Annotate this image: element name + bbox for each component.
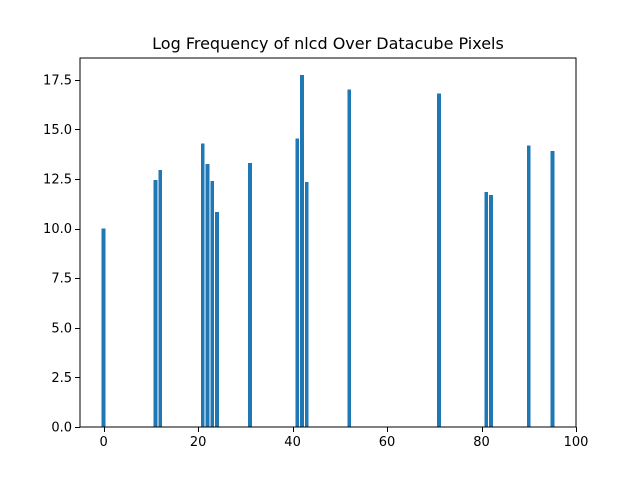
bar-0 [101,228,106,427]
bar-81 [484,191,489,427]
bar-82 [489,194,493,427]
x-tick-label: 20 [190,435,207,450]
bar-41 [295,138,300,427]
y-tick-label: 0.0 [51,421,72,436]
y-tick-label: 5.0 [51,321,72,336]
bar-95 [550,151,555,427]
bar-42 [300,74,304,427]
bars-group [101,74,555,428]
y-tick-label: 2.5 [51,371,72,386]
bar-31 [248,163,252,428]
x-axis-ticks: 0 20 40 60 80 100 [99,427,588,450]
bar-52 [347,89,352,427]
x-tick-label: 60 [379,435,396,450]
bar-24 [215,211,219,427]
bar-23 [210,181,215,427]
bar-90 [526,145,531,427]
y-axis-ticks: 0.0 2.5 5.0 7.5 10.0 12.5 15.0 17.5 [43,73,80,436]
bar-11 [153,180,158,427]
bar-21 [200,143,205,427]
x-tick-label: 40 [284,435,301,450]
y-tick-label: 15.0 [43,123,72,138]
bar-71 [437,93,441,427]
bar-22 [205,164,210,428]
y-tick-label: 10.0 [43,222,72,237]
y-tick-label: 17.5 [43,73,72,88]
y-tick-label: 7.5 [51,272,72,287]
x-tick-label: 100 [564,435,589,450]
bar-43 [304,181,309,427]
y-tick-label: 12.5 [43,173,72,188]
x-tick-label: 80 [473,435,490,450]
plot-frame [79,57,577,428]
x-tick-label: 0 [99,435,107,450]
bar-12 [158,170,163,427]
chart-title: Log Frequency of nlcd Over Datacube Pixe… [152,34,504,53]
